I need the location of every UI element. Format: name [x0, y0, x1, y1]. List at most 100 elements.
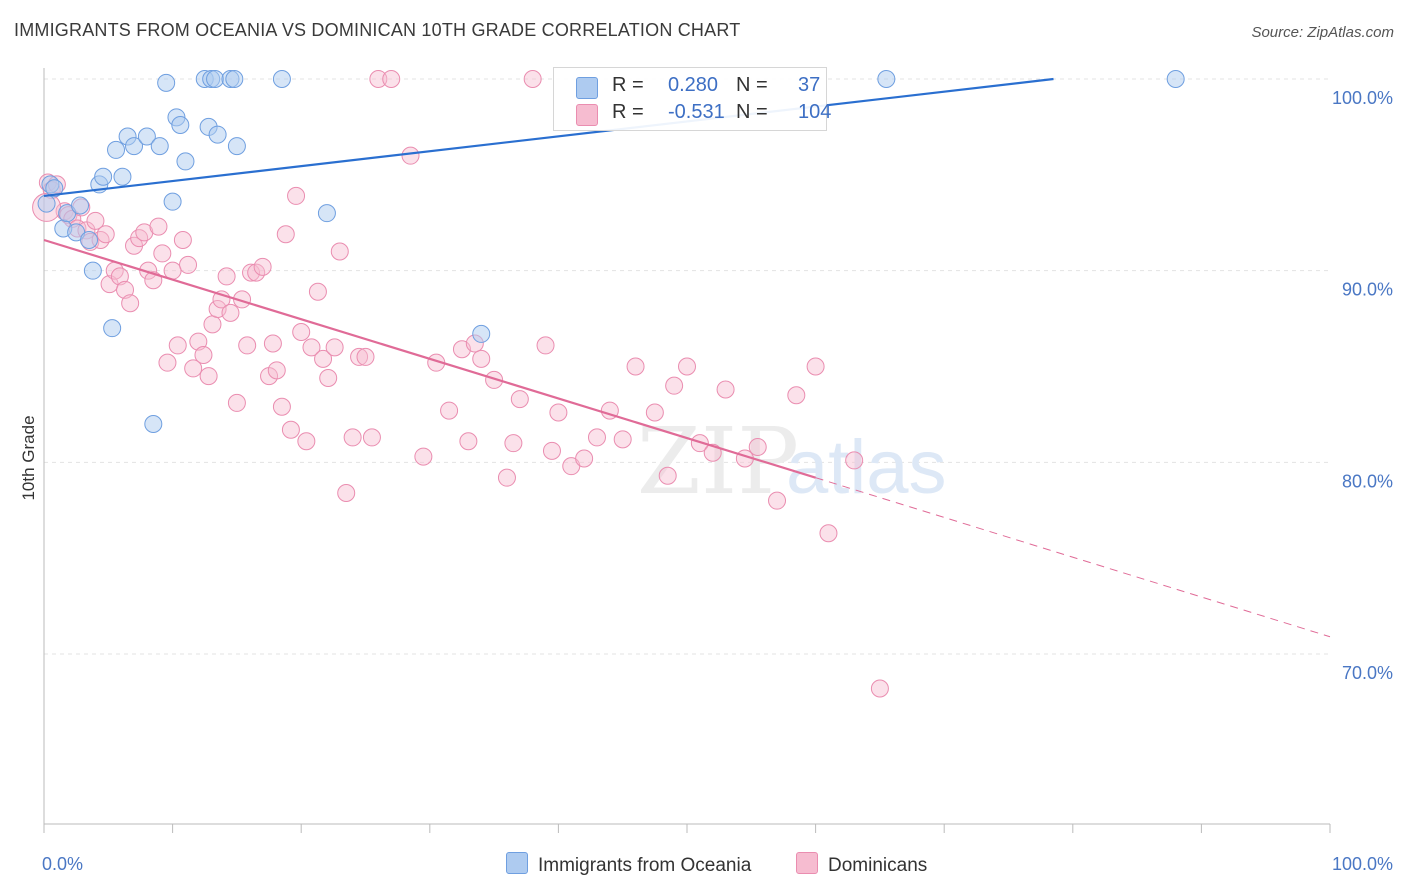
legend-swatch-oceania [576, 77, 598, 99]
data-point-dominicans [658, 466, 677, 485]
data-point-dominicans [440, 401, 459, 420]
legend-n-value: 37 [798, 74, 821, 96]
data-point-dominicans [173, 231, 192, 249]
data-point-dominicans [806, 357, 825, 376]
data-point-dominicans [110, 267, 129, 286]
y-tick-label: 90.0% [1342, 280, 1393, 300]
data-point-dominicans [184, 359, 203, 378]
data-point-dominicans [179, 255, 198, 274]
legend-r-value: -0.531 [668, 101, 725, 123]
data-point-dominicans [153, 244, 172, 263]
data-point-dominicans [369, 70, 388, 88]
data-point-dominicans [472, 349, 491, 368]
legend-r-value: 0.280 [668, 74, 719, 96]
data-point-oceania [37, 194, 56, 213]
data-point-dominicans [308, 282, 327, 301]
legend-item-dominicans[interactable]: Dominicans [796, 852, 927, 878]
legend-n-label: N = [736, 74, 768, 96]
data-point-oceania [163, 192, 182, 211]
data-point-oceania [125, 137, 144, 156]
data-point-dominicans [221, 303, 240, 322]
data-point-dominicans [575, 449, 594, 468]
data-point-oceania [137, 127, 156, 146]
watermark-atlas: atlas [786, 425, 947, 510]
data-point-dominicans [523, 70, 542, 88]
data-point-dominicans [319, 369, 338, 387]
data-point-oceania [171, 116, 190, 134]
data-point-dominicans [227, 393, 246, 412]
data-point-dominicans [263, 334, 282, 353]
data-point-dominicans [203, 315, 222, 334]
data-point-dominicans [163, 261, 182, 280]
data-point-dominicans [217, 267, 236, 286]
data-point-dominicans [870, 679, 889, 698]
data-point-dominicans [401, 146, 420, 165]
legend-item-oceania[interactable]: Immigrants from Oceania [506, 852, 751, 878]
trend-line-dominicans [43, 238, 816, 479]
data-point-oceania [1166, 70, 1185, 88]
data-point-oceania [272, 70, 291, 88]
data-point-dominicans [337, 484, 356, 502]
data-point-dominicans [86, 211, 105, 230]
data-point-dominicans [189, 332, 208, 351]
series-dominicans [32, 70, 889, 698]
data-point-dominicans [302, 338, 321, 357]
data-point-dominicans [121, 294, 140, 313]
data-point-dominicans [100, 275, 119, 294]
data-point-dominicans [613, 430, 632, 449]
data-point-dominicans [343, 428, 362, 447]
data-point-dominicans [703, 443, 722, 462]
data-point-dominicans [350, 347, 369, 366]
data-point-dominicans [276, 225, 295, 244]
data-point-dominicans [199, 367, 218, 386]
data-point-dominicans [787, 386, 806, 405]
data-point-dominicans [716, 380, 735, 399]
data-point-dominicans [194, 346, 213, 364]
y-tick-labels: 70.0% 80.0% 90.0% 100.0% [1332, 88, 1393, 683]
data-point-dominicans [504, 434, 523, 453]
data-point-dominicans [158, 353, 177, 372]
data-point-dominicans [382, 70, 401, 88]
x-tick-label: 0.0% [42, 854, 83, 874]
trend-lines [43, 77, 1331, 638]
data-point-dominicans [272, 397, 291, 416]
data-point-oceania [103, 319, 122, 338]
legend-label-dominicans: Dominicans [828, 855, 928, 876]
data-point-dominicans [497, 468, 516, 487]
data-point-dominicans [238, 336, 257, 355]
data-point-dominicans [330, 242, 349, 261]
trend-line-dominicans-extension [815, 477, 1331, 638]
data-point-dominicans [549, 403, 568, 422]
data-point-dominicans [819, 524, 838, 543]
legend-label-oceania: Immigrants from Oceania [538, 855, 752, 876]
data-point-dominicans [149, 217, 168, 236]
y-tick-label: 100.0% [1332, 88, 1393, 108]
data-point-oceania [472, 324, 491, 343]
data-point-oceania [94, 167, 113, 186]
trend-line-oceania [43, 77, 1054, 198]
data-point-dominicans [626, 357, 645, 376]
data-point-dominicans [281, 420, 300, 439]
data-point-dominicans [253, 257, 272, 276]
data-point-dominicans [845, 451, 864, 470]
legend-swatch-dominicans [576, 104, 598, 126]
data-point-dominicans [645, 403, 664, 422]
legend-swatch-oceania [506, 852, 528, 874]
data-point-oceania [113, 167, 132, 186]
legend-r-label: R = [612, 101, 644, 123]
x-tick-labels: 0.0% 100.0% [42, 854, 1393, 874]
data-point-dominicans [130, 229, 149, 248]
data-point-dominicans [292, 323, 311, 341]
data-point-dominicans [536, 336, 555, 355]
data-point-oceania [45, 179, 64, 198]
y-tick-label: 80.0% [1342, 471, 1393, 491]
data-point-dominicans [768, 491, 787, 510]
data-point-dominicans [414, 447, 433, 466]
data-point-dominicans [459, 432, 478, 451]
data-point-dominicans [297, 432, 316, 451]
data-point-dominicans [168, 336, 187, 355]
y-axis-title: 10th Grade [19, 415, 38, 500]
chart-title: IMMIGRANTS FROM OCEANIA VS DOMINICAN 10T… [14, 20, 741, 40]
data-point-oceania [150, 137, 169, 156]
